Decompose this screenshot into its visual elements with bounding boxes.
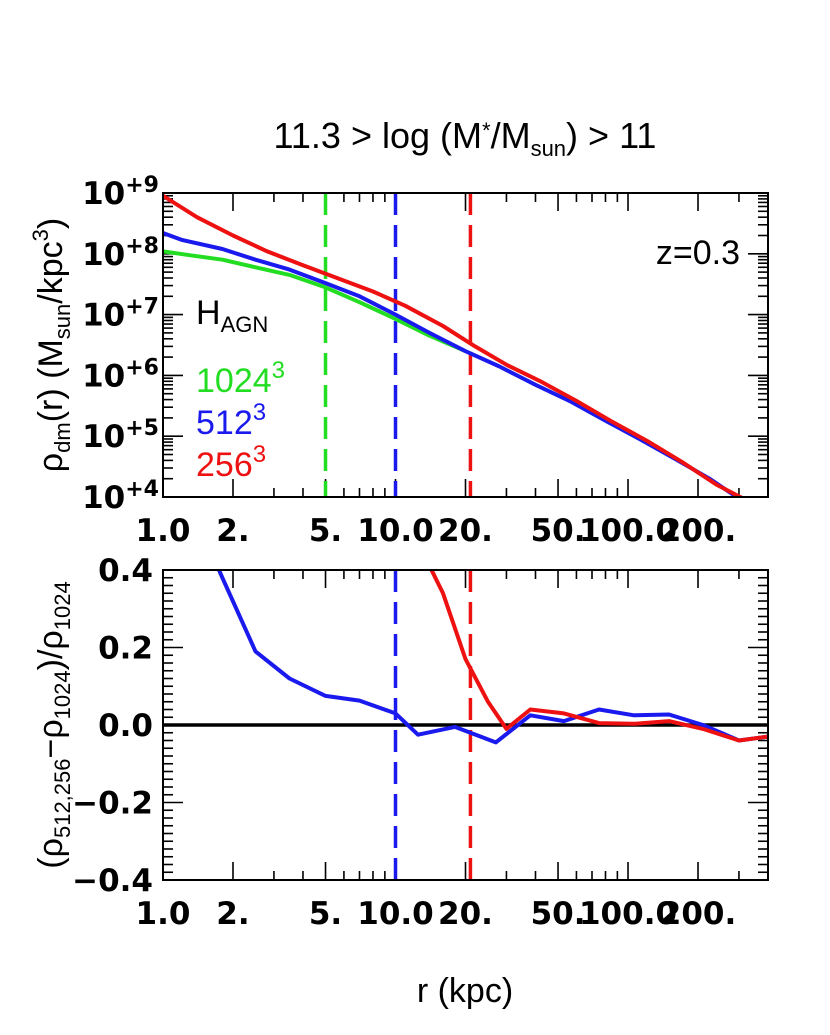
series-group — [163, 194, 745, 497]
y-tick-label: 0.0 — [98, 708, 153, 744]
legend-title: HAGN — [196, 294, 268, 337]
y-tick-label: 10+7 — [82, 295, 159, 334]
x-tick-label: 50. — [531, 896, 586, 932]
legend-entry-1024: 10243 — [196, 357, 285, 400]
top-y-axis-label: ρdm(r) (Msun/kpc3) — [28, 218, 75, 472]
series-line-256 — [429, 570, 768, 743]
series-group — [216, 570, 768, 745]
legend-entry-512: 5123 — [196, 399, 266, 442]
x-tick-label: 2. — [216, 896, 249, 932]
x-tick-label: 1.0 — [136, 896, 191, 932]
legend-entry-256: 2563 — [196, 441, 266, 484]
series-line-512 — [216, 570, 768, 745]
series-line-1024 — [163, 249, 467, 354]
x-tick-label: 20. — [438, 513, 493, 549]
y-tick-label: 10+8 — [82, 234, 159, 273]
x-tick-label: 5. — [309, 513, 342, 549]
chart-title: 11.3 > log (M*/Msun) > 11 — [274, 115, 657, 161]
y-tick-label: 10+4 — [82, 477, 159, 516]
x-tick-label: 200. — [660, 513, 737, 549]
y-tick-label: 10+5 — [82, 416, 159, 455]
series-line-512 — [163, 231, 741, 497]
x-tick-label: 10.0 — [357, 896, 434, 932]
x-tick-label: 100.0 — [579, 513, 677, 549]
series-line-256 — [163, 194, 745, 497]
x-tick-label: 100.0 — [579, 896, 677, 932]
y-tick-label: 10+9 — [82, 173, 159, 212]
x-tick-label: 10.0 — [357, 513, 434, 549]
y-tick-label: 10+6 — [82, 355, 159, 394]
y-tick-label: −0.4 — [72, 863, 153, 899]
x-tick-label: 5. — [309, 896, 342, 932]
plot-frame — [162, 569, 769, 881]
x-tick-label: 20. — [438, 896, 493, 932]
y-tick-label: −0.2 — [72, 786, 153, 822]
x-tick-label: 2. — [216, 513, 249, 549]
x-tick-label: 1.0 — [136, 513, 191, 549]
x-tick-label: 50. — [531, 513, 586, 549]
plot-frame — [162, 192, 769, 498]
redshift-annotation: z=0.3 — [656, 234, 740, 272]
x-tick-label: 200. — [660, 896, 737, 932]
y-tick-label: 0.2 — [98, 631, 153, 667]
x-axis-label: r (kpc) — [417, 972, 513, 1010]
y-tick-label: 0.4 — [98, 553, 153, 589]
bottom-y-axis-label: (ρ512,256−ρ1024)/ρ1024 — [32, 581, 75, 868]
